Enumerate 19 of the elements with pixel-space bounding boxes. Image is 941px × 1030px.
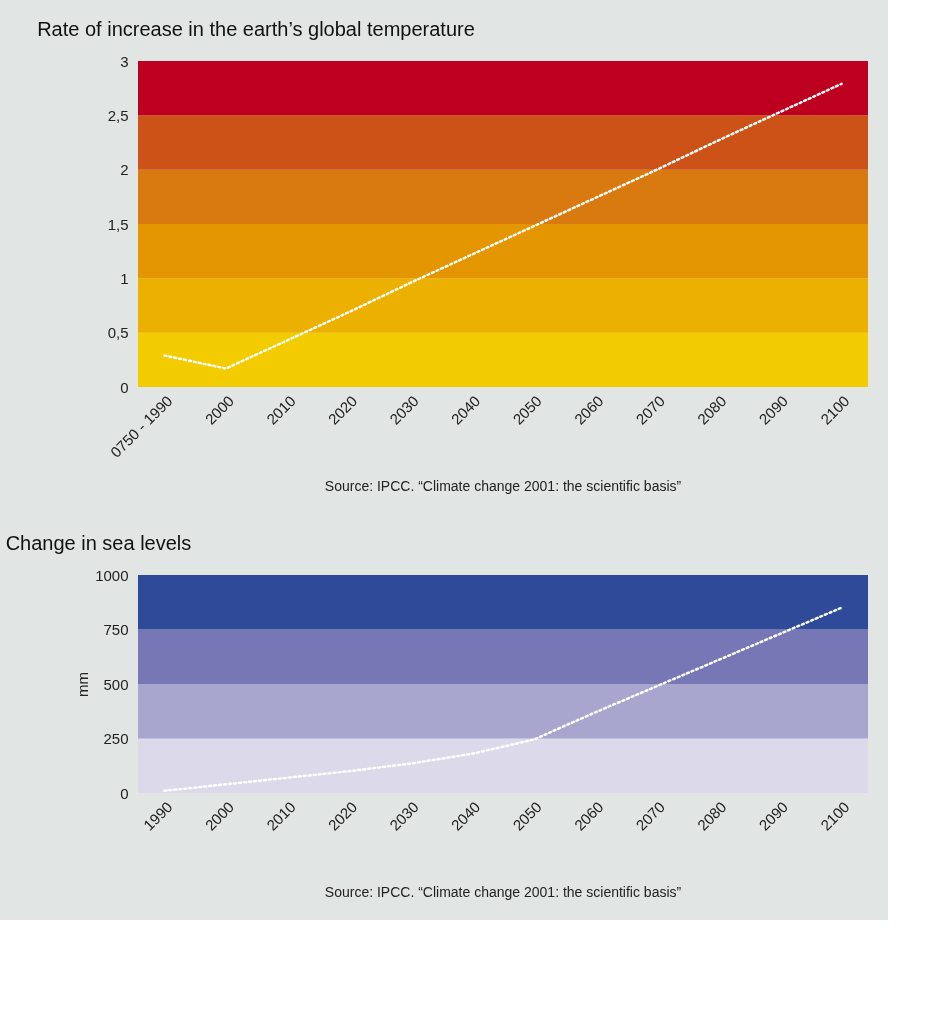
line-series <box>163 606 843 793</box>
y-tick-label: 2 <box>120 161 129 179</box>
source-note: Source: IPCC. “Climate change 2001: the scientific basis” <box>324 478 682 494</box>
y-tick-label: 500 <box>103 675 129 693</box>
y-tick-label: 3 <box>120 52 129 70</box>
chart-title: Rate of increase in the earth’s global temperature <box>37 18 475 40</box>
y-tick-label: 1,5 <box>107 215 129 233</box>
y-tick-label: 750 <box>103 621 129 638</box>
y-tick-label: 0 <box>120 784 129 802</box>
y-tick-label: 1 <box>120 269 129 287</box>
y-tick-label: 2,5 <box>107 106 129 124</box>
y-tick-label: 0 <box>120 378 129 396</box>
y-tick-label: 250 <box>103 730 129 747</box>
line-series <box>163 82 843 370</box>
y-tick-label: 1000 <box>95 566 129 584</box>
y-tick-label: 0,5 <box>107 324 129 342</box>
y-axis-title: mm <box>74 672 92 697</box>
chart-title: Change in sea levels <box>5 532 192 554</box>
source-note: Source: IPCC. “Climate change 2001: the scientific basis” <box>324 884 682 900</box>
